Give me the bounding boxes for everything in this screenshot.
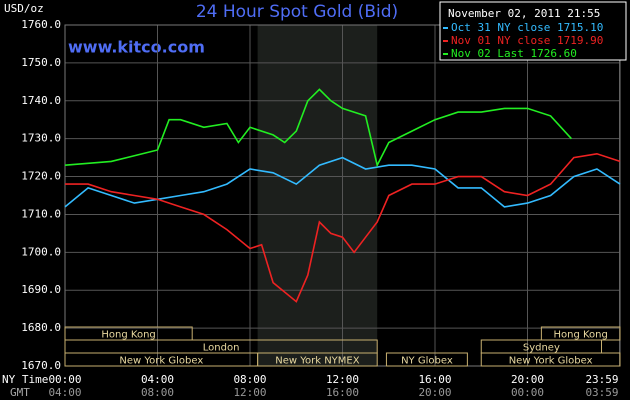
session-label: New York Globex xyxy=(119,356,203,367)
session-label: London xyxy=(203,343,240,354)
x2-tick-label: 03:59 xyxy=(585,386,618,399)
series-line xyxy=(64,88,572,168)
y-tick-label: 1760.0 xyxy=(21,18,61,31)
session-label: Hong Kong xyxy=(554,330,608,341)
x-label: NY Time xyxy=(2,373,48,386)
session-label: New York NYMEX xyxy=(275,356,360,367)
x-tick-label: 00:00 xyxy=(48,373,81,386)
session-label: NY Globex xyxy=(401,356,453,367)
session-box xyxy=(480,352,621,367)
y-tick-label: 1730.0 xyxy=(21,132,61,145)
y-unit: USD/oz xyxy=(4,2,44,15)
y-tick-label: 1690.0 xyxy=(21,283,61,296)
timestamp: November 02, 2011 21:55 xyxy=(448,7,600,20)
x-tick-label: 23:59 xyxy=(585,373,618,386)
x2-label: GMT xyxy=(10,386,30,399)
series-line xyxy=(65,152,621,303)
session-label: New York Globex xyxy=(509,356,593,367)
x-tick-label: 08:00 xyxy=(233,373,266,386)
x2-tick-label: 08:00 xyxy=(141,386,174,399)
y-tick-label: 1670.0 xyxy=(21,359,61,372)
x2-tick-label: 00:00 xyxy=(511,386,544,399)
session-shade xyxy=(257,25,378,366)
x-tick-label: 20:00 xyxy=(511,373,544,386)
x2-tick-label: 20:00 xyxy=(418,386,451,399)
session-label: Hong Kong xyxy=(101,330,155,341)
x2-tick-label: 16:00 xyxy=(326,386,359,399)
legend-entry: Nov 01 NY close 1719.90 xyxy=(451,34,603,47)
x-tick-label: 12:00 xyxy=(326,373,359,386)
y-tick-label: 1700.0 xyxy=(21,245,61,258)
legend-entry: Oct 31 NY close 1715.10 xyxy=(451,21,603,34)
x2-tick-label: 04:00 xyxy=(48,386,81,399)
y-tick-label: 1710.0 xyxy=(21,207,61,220)
session-label: Sydney xyxy=(523,343,560,354)
y-tick-label: 1740.0 xyxy=(21,94,61,107)
y-tick-label: 1750.0 xyxy=(21,56,61,69)
watermark: www.kitco.com xyxy=(68,38,205,57)
x-tick-label: 04:00 xyxy=(141,373,174,386)
session-box xyxy=(257,352,378,367)
legend-box xyxy=(439,1,627,61)
y-tick-label: 1680.0 xyxy=(21,321,61,334)
y-tick-label: 1720.0 xyxy=(21,170,61,183)
x2-tick-label: 12:00 xyxy=(233,386,266,399)
x-tick-label: 16:00 xyxy=(418,373,451,386)
chart-title: 24 Hour Spot Gold (Bid) xyxy=(196,2,398,22)
legend-entry: Nov 02 Last 1726.60 xyxy=(451,47,577,60)
session-box xyxy=(385,352,468,367)
